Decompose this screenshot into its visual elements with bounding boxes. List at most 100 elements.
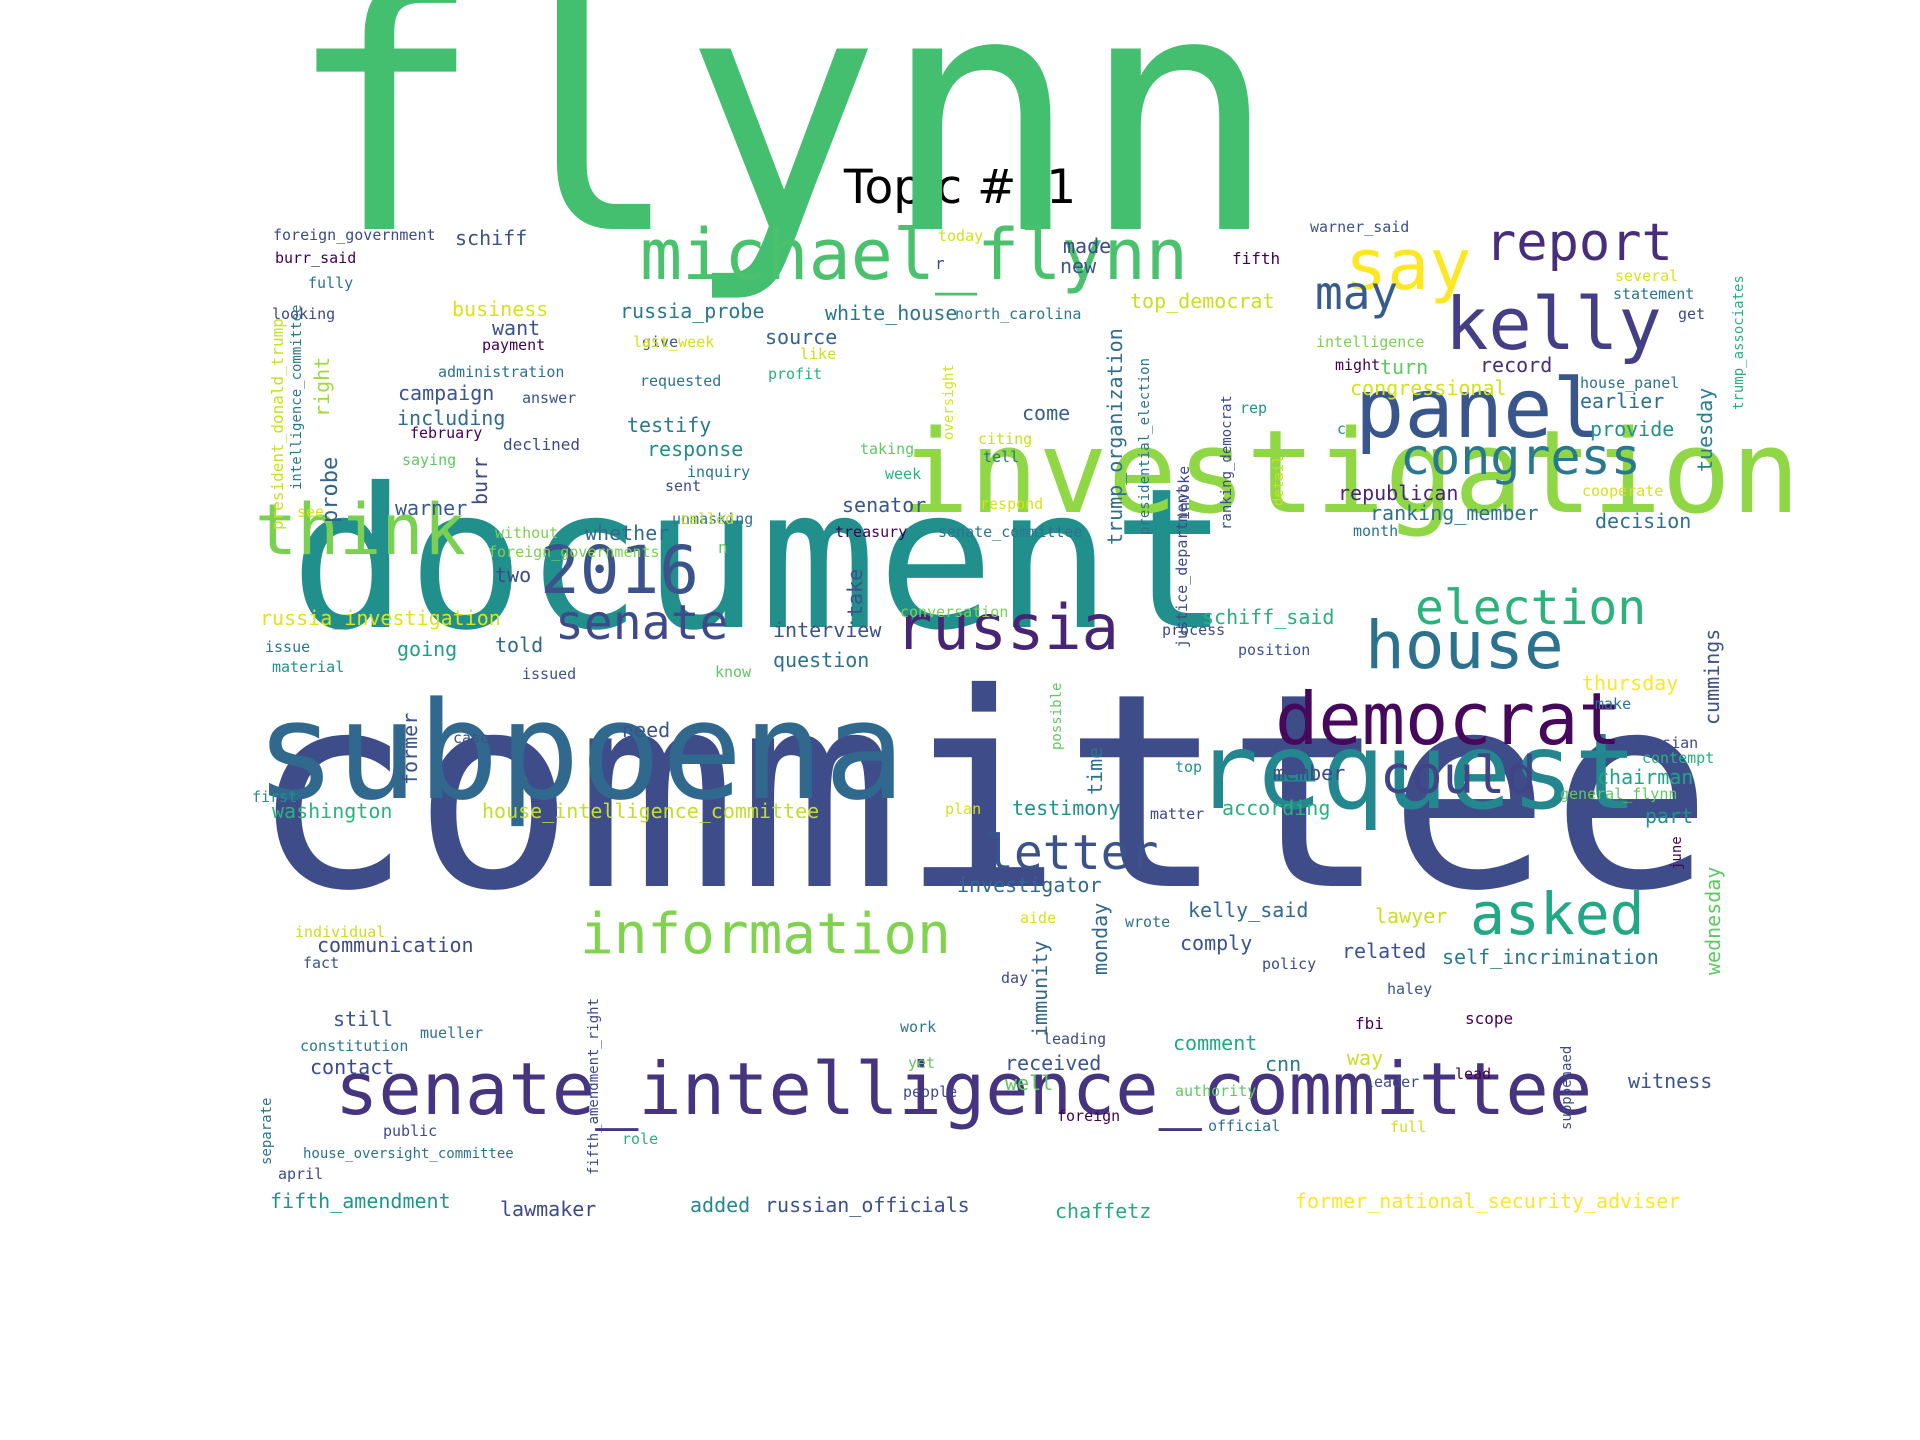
cloud-word: according — [1222, 795, 1331, 820]
cloud-word: flynn — [285, 0, 1279, 308]
cloud-word: get — [1678, 305, 1706, 324]
cloud-word: russian_officials — [765, 1192, 970, 1217]
cloud-word: kelly — [1445, 282, 1662, 367]
cloud-word: looking — [272, 305, 336, 324]
cloud-word: see — [297, 503, 325, 522]
cloud-word: added — [690, 1192, 751, 1217]
cloud-word: declined — [503, 435, 581, 455]
cloud-word: letter — [985, 824, 1159, 881]
cloud-word: give — [642, 333, 679, 352]
cloud-word: chairman — [1597, 764, 1694, 789]
cloud-word: witness — [1628, 1068, 1713, 1093]
cloud-word: fifth — [1232, 249, 1281, 269]
cloud-word: comment — [1173, 1030, 1258, 1055]
cloud-word: investigation — [900, 406, 1801, 541]
cloud-word: way — [1347, 1045, 1384, 1070]
cloud-word: russia_probe — [620, 298, 765, 323]
cloud-word: kelly_said — [1188, 897, 1309, 922]
cloud-word: testimony — [1012, 795, 1121, 820]
cloud-word: thursday — [1582, 670, 1679, 695]
cloud-word: still — [333, 1006, 394, 1031]
cloud-word: former — [398, 712, 422, 785]
cloud-word: asked — [1470, 880, 1645, 949]
cloud-word: unmasking — [672, 510, 754, 529]
cloud-word: received — [1005, 1050, 1102, 1075]
cloud-word: saying — [402, 451, 457, 470]
cloud-word: cnn — [1265, 1051, 1302, 1076]
cloud-word: lead — [1455, 1065, 1492, 1084]
cloud-word: come — [1022, 400, 1071, 425]
cloud-word: statement — [1613, 285, 1695, 304]
cloud-word: make — [1595, 695, 1632, 714]
cloud-word: testify — [627, 412, 712, 437]
cloud-word: justice_department — [1173, 485, 1191, 648]
cloud-word: wrote — [1125, 913, 1171, 932]
cloud-word: document — [290, 446, 1230, 674]
cloud-word: earlier — [1580, 388, 1665, 413]
cloud-word: russia — [895, 590, 1119, 664]
cloud-word: yet — [908, 1054, 936, 1073]
cloud-word: foreign_governments — [488, 543, 660, 562]
cloud-word: treasury — [835, 523, 908, 542]
cloud-word: told — [495, 632, 544, 657]
cloud-word: house_intelligence_committee — [482, 798, 820, 823]
cloud-word: campaign — [398, 380, 495, 405]
cloud-word: policy — [1262, 955, 1317, 974]
cloud-word: panel — [1355, 362, 1602, 458]
cloud-word: schiff_said — [1202, 604, 1335, 629]
cloud-word: several — [1615, 267, 1679, 286]
cloud-word: whether — [585, 520, 670, 545]
cloud-word: separate — [259, 1097, 275, 1165]
cloud-word: house_panel — [1580, 374, 1680, 393]
cloud-word: april — [278, 1165, 324, 1184]
cloud-word: day — [1001, 969, 1029, 988]
cloud-word: payment — [482, 336, 546, 355]
cloud-word: including — [397, 405, 506, 430]
cloud-word: two — [495, 562, 532, 587]
cloud-word: self_incrimination — [1442, 944, 1659, 969]
cloud-word: washington — [272, 798, 393, 823]
cloud-word: individual — [295, 923, 386, 942]
cloud-word: senate_intelligence_committee — [335, 1047, 1593, 1132]
cloud-word: possible — [1049, 682, 1065, 750]
cloud-word: fifth_amendment_right — [586, 997, 602, 1175]
cloud-word: tuesday — [1693, 387, 1717, 472]
cloud-word: know — [715, 663, 752, 682]
cloud-word: well — [1005, 1070, 1054, 1095]
cloud-word: ranking_member — [1370, 500, 1539, 525]
cloud-word: foreign — [1057, 1107, 1121, 1126]
cloud-word: administration — [438, 363, 565, 382]
cloud-word: contempt — [1642, 749, 1715, 768]
cloud-word: subpoena — [255, 672, 906, 830]
cloud-word: report — [1485, 213, 1673, 274]
cloud-word: top_democrat — [1130, 288, 1275, 313]
cloud-word: burr_said — [275, 249, 357, 268]
cloud-word: c — [1337, 420, 1347, 439]
cloud-word: conversation — [900, 603, 1009, 622]
cloud-word: rep — [1240, 399, 1268, 418]
cloud-word: right — [310, 356, 334, 417]
cloud-word: senate_committee — [938, 523, 1083, 542]
cloud-word: answer — [522, 389, 577, 408]
cloud-word: record — [1480, 352, 1553, 377]
cloud-word: authority — [1175, 1082, 1257, 1101]
cloud-word: response — [647, 436, 744, 461]
cloud-word: process — [1162, 621, 1226, 640]
cloud-word: trump_associates — [1731, 275, 1747, 410]
cloud-word: warner_said — [1310, 218, 1410, 237]
cloud-word: comply — [1180, 930, 1253, 955]
cloud-word: 2016 — [540, 532, 699, 610]
cloud-word: work — [900, 1018, 937, 1037]
cloud-word: white_house — [825, 300, 958, 325]
cloud-word: official — [1208, 1117, 1281, 1136]
cloud-word: say — [1345, 223, 1472, 306]
cloud-word: member — [1273, 760, 1346, 785]
cloud-word: house — [1365, 607, 1564, 685]
cloud-word: fifth_amendment — [270, 1188, 451, 1213]
cloud-word: north_carolina — [955, 305, 1082, 324]
cloud-word: aide — [1020, 909, 1057, 928]
cloud-word: russia_investigation — [260, 605, 501, 630]
cloud-word: taking — [860, 440, 915, 459]
cloud-word: former_national_security_adviser — [1295, 1188, 1681, 1213]
